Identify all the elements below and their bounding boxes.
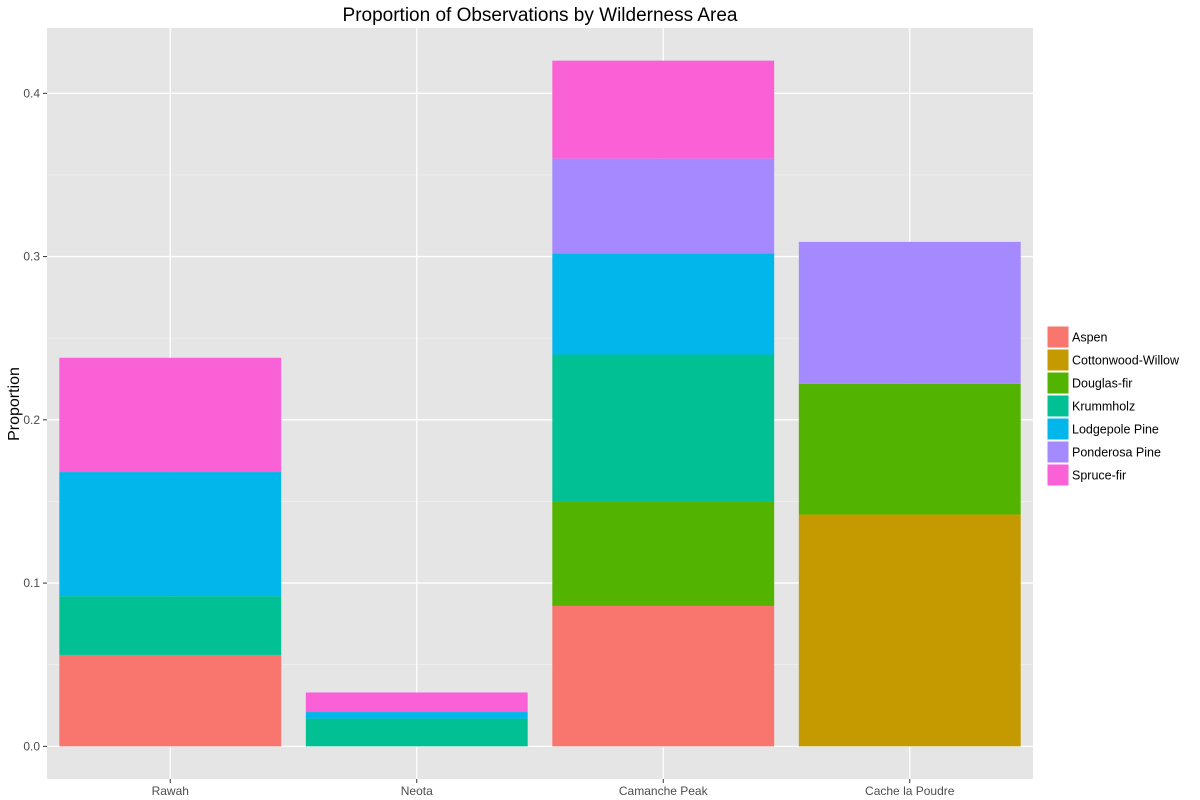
- bar-segment: [59, 596, 282, 655]
- y-tick-label: 0.1: [23, 576, 40, 590]
- y-tick-label: 0.0: [23, 739, 40, 753]
- legend-key: [1046, 463, 1070, 487]
- bar-segment: [552, 605, 775, 747]
- bar-segment: [305, 712, 528, 719]
- bar-segment: [552, 501, 775, 606]
- legend-key: [1046, 394, 1070, 418]
- legend-label: Ponderosa Pine: [1072, 446, 1161, 460]
- y-tick-label: 0.2: [23, 413, 40, 427]
- legend-label: Cottonwood-Willow: [1072, 354, 1180, 368]
- y-tick-label: 0.3: [23, 250, 40, 264]
- x-tick-label: Cache la Poudre: [865, 784, 955, 798]
- legend-key: [1046, 417, 1070, 441]
- bar-segment: [552, 354, 775, 502]
- bar-segment: [59, 472, 282, 597]
- y-tick-label: 0.4: [23, 86, 40, 100]
- bar-segment: [59, 654, 282, 747]
- legend-key: [1046, 371, 1070, 395]
- legend-label: Krummholz: [1072, 400, 1135, 414]
- bar-segment: [305, 692, 528, 713]
- legend-key: [1046, 440, 1070, 464]
- legend-label: Lodgepole Pine: [1072, 423, 1159, 437]
- x-tick-label: Neota: [401, 784, 433, 798]
- legend-label: Spruce-fir: [1072, 469, 1126, 483]
- chart-title: Proportion of Observations by Wilderness…: [343, 5, 738, 26]
- bar-segment: [59, 357, 282, 473]
- bar-segment: [552, 253, 775, 355]
- y-axis-title: Proportion: [6, 367, 23, 441]
- legend-key: [1046, 325, 1070, 349]
- bar-segment: [798, 383, 1021, 515]
- bar-segment: [305, 718, 528, 747]
- legend: Aspen Cottonwood-Willow Douglas-fir Krummho…: [1046, 325, 1180, 487]
- bar-segment: [798, 241, 1021, 384]
- x-tick-label: Rawah: [152, 784, 189, 798]
- bar-segment: [552, 158, 775, 254]
- bar-segment: [552, 60, 775, 159]
- x-tick-label: Camanche Peak: [619, 784, 709, 798]
- x-axis: Rawah Neota Camanche Peak Cache la Poudre: [152, 779, 955, 798]
- legend-label: Douglas-fir: [1072, 377, 1132, 391]
- legend-key: [1046, 348, 1070, 372]
- legend-label: Aspen: [1072, 331, 1107, 345]
- bar-segment: [798, 514, 1021, 747]
- y-axis: 0.0 0.1 0.2 0.3 0.4: [23, 86, 47, 753]
- bars: [59, 60, 1021, 747]
